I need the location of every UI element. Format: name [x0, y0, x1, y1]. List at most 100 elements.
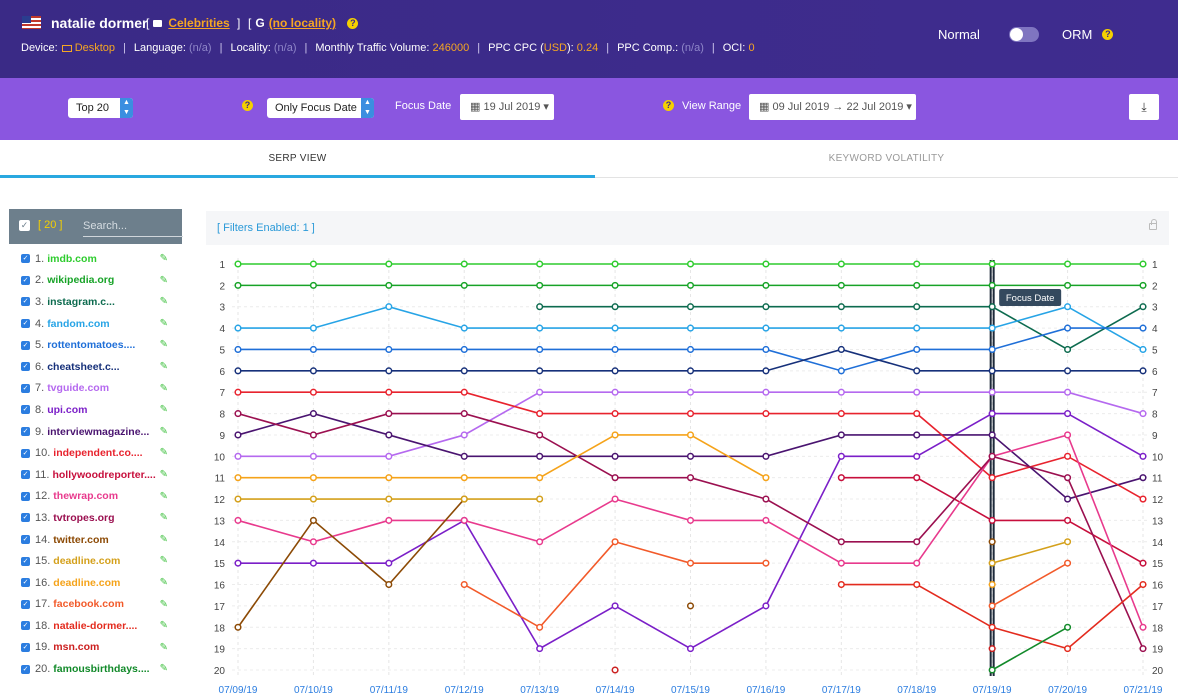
pencil-icon[interactable]: ✎ [159, 512, 168, 524]
domain-checkbox[interactable]: ✓ [21, 427, 30, 437]
pencil-icon[interactable]: ✎ [159, 253, 168, 264]
domain-list-item[interactable]: ✓ 1. imdb.com ✎ [9, 248, 182, 270]
focus-date-picker[interactable]: ▦ 19 Jul 2019 ▾ [460, 94, 554, 120]
pencil-icon[interactable]: ✎ [159, 404, 168, 416]
series-point [1139, 559, 1147, 567]
domain-checkbox[interactable]: ✓ [21, 362, 30, 372]
domain-checkbox[interactable]: ✓ [21, 448, 30, 458]
mode-toggle[interactable] [1009, 27, 1039, 42]
pencil-icon[interactable]: ✎ [159, 296, 168, 308]
domain-checkbox[interactable]: ✓ [21, 556, 30, 566]
pencil-icon[interactable]: ✎ [159, 382, 168, 394]
top-n-select[interactable]: Top 20 ▲ ▼ [68, 98, 133, 118]
domain-list-item[interactable]: ✓ 9. interviewmagazine... ✎ [9, 421, 182, 443]
x-tick-label: 07/14/19 [596, 685, 635, 696]
download-icon: ⤓ [1141, 100, 1147, 114]
domain-list-item[interactable]: ✓ 20. famousbirthdays.... ✎ [9, 658, 182, 680]
view-range-picker[interactable]: ▦ 09 Jul 2019 → 22 Jul 2019 ▾ [749, 94, 916, 120]
domain-checkbox[interactable]: ✓ [21, 664, 30, 674]
domain-checkbox[interactable]: ✓ [21, 470, 30, 480]
pencil-icon[interactable]: ✎ [159, 576, 168, 588]
domain-list-item[interactable]: ✓ 6. cheatsheet.c... ✎ [9, 356, 182, 378]
series-point [385, 452, 393, 460]
domain-list-item[interactable]: ✓ 17. facebook.com ✎ [9, 594, 182, 616]
domain-list-item[interactable]: ✓ 4. fandom.com ✎ [9, 313, 182, 335]
download-button[interactable]: ⤓ [1129, 94, 1159, 120]
pencil-icon[interactable]: ✎ [159, 641, 168, 653]
focus-help-icon[interactable]: ? [242, 100, 253, 111]
focus-mode-select[interactable]: Only Focus Date ▲ ▼ [267, 98, 374, 118]
domain-list-item[interactable]: ✓ 15. deadline.com ✎ [9, 550, 182, 572]
y-tick-label-left: 3 [219, 303, 225, 314]
domain-checkbox[interactable]: ✓ [21, 621, 30, 631]
pencil-icon[interactable]: ✎ [159, 663, 168, 675]
series-point [309, 559, 317, 567]
y-tick-label-left: 20 [214, 666, 226, 677]
pencil-icon[interactable]: ✎ [159, 360, 168, 372]
domain-list-item[interactable]: ✓ 2. wikipedia.org ✎ [9, 270, 182, 292]
domain-rank: 15. [35, 555, 51, 568]
orm-help-icon[interactable]: ? [1102, 29, 1114, 40]
series-point [460, 474, 468, 482]
help-icon[interactable]: ? [347, 17, 359, 29]
domain-checkbox[interactable]: ✓ [21, 254, 30, 264]
pencil-icon[interactable]: ✎ [159, 274, 168, 286]
domain-list-item[interactable]: ✓ 16. deadline.com ✎ [9, 572, 182, 594]
tab-serp-view[interactable]: SERP VIEW [0, 140, 595, 178]
domain-list-item[interactable]: ✓ 13. tvtropes.org ✎ [9, 507, 182, 529]
pencil-icon[interactable]: ✎ [159, 447, 168, 459]
domain-list-item[interactable]: ✓ 5. rottentomatoes.... ✎ [9, 334, 182, 356]
range-help-icon[interactable]: ? [663, 100, 674, 111]
focus-mode-value: Only Focus Date [275, 102, 357, 114]
domain-checkbox[interactable]: ✓ [21, 513, 30, 523]
series-point [611, 260, 619, 268]
domain-list-item[interactable]: ✓ 7. tvguide.com ✎ [9, 378, 182, 400]
domain-checkbox[interactable]: ✓ [21, 642, 30, 652]
domain-checkbox[interactable]: ✓ [21, 319, 30, 329]
pencil-icon[interactable]: ✎ [159, 490, 168, 502]
domain-name: independent.co.... [53, 447, 143, 460]
pencil-icon[interactable]: ✎ [159, 555, 168, 567]
series-point [1139, 580, 1147, 589]
domain-checkbox[interactable]: ✓ [21, 340, 30, 350]
filters-enabled-label[interactable]: [ Filters Enabled: 1 ] [217, 222, 315, 234]
domain-checkbox[interactable]: ✓ [21, 297, 30, 307]
pencil-icon[interactable]: ✎ [159, 620, 168, 632]
domain-list-item[interactable]: ✓ 18. natalie-dormer.... ✎ [9, 615, 182, 637]
series-point [837, 388, 845, 396]
domain-checkbox[interactable]: ✓ [21, 535, 30, 545]
domain-list-item[interactable]: ✓ 8. upi.com ✎ [9, 399, 182, 421]
locality-link[interactable]: (no locality) [268, 16, 337, 30]
domain-checkbox[interactable]: ✓ [21, 578, 30, 588]
pencil-icon[interactable]: ✎ [159, 598, 168, 610]
tab-keyword-volatility[interactable]: KEYWORD VOLATILITY [828, 153, 945, 164]
pencil-icon[interactable]: ✎ [159, 339, 168, 351]
domain-list-item[interactable]: ✓ 10. independent.co.... ✎ [9, 442, 182, 464]
domain-list-item[interactable]: ✓ 3. instagram.c... ✎ [9, 291, 182, 313]
domain-list-item[interactable]: ✓ 19. msn.com ✎ [9, 637, 182, 659]
domain-list-item[interactable]: ✓ 14. twitter.com ✎ [9, 529, 182, 551]
series-point [536, 388, 544, 396]
pencil-icon[interactable]: ✎ [159, 468, 168, 480]
domain-search-input[interactable] [83, 215, 183, 237]
x-tick-label: 07/20/19 [1048, 685, 1087, 696]
series-point [686, 281, 695, 289]
y-tick-label-right: 17 [1152, 602, 1164, 613]
domain-checkbox[interactable]: ✓ [21, 405, 30, 415]
select-all-checkbox[interactable]: ✓ [19, 220, 30, 231]
pencil-icon[interactable]: ✎ [159, 533, 168, 545]
series-point [1064, 303, 1072, 311]
domain-checkbox[interactable]: ✓ [21, 275, 30, 285]
series-point [988, 388, 996, 396]
domain-checkbox[interactable]: ✓ [21, 491, 30, 501]
category-link[interactable]: Celebrities [168, 16, 230, 30]
domain-checkbox[interactable]: ✓ [21, 599, 30, 609]
pencil-icon[interactable]: ✎ [159, 425, 168, 437]
domain-checkbox[interactable]: ✓ [21, 383, 30, 393]
pencil-icon[interactable]: ✎ [159, 317, 168, 329]
domain-list-item[interactable]: ✓ 11. hollywoodreporter.... ✎ [9, 464, 182, 486]
lock-icon[interactable] [1149, 219, 1157, 230]
series-point [686, 388, 695, 396]
domain-list-item[interactable]: ✓ 12. thewrap.com ✎ [9, 486, 182, 508]
series-point [385, 495, 393, 503]
